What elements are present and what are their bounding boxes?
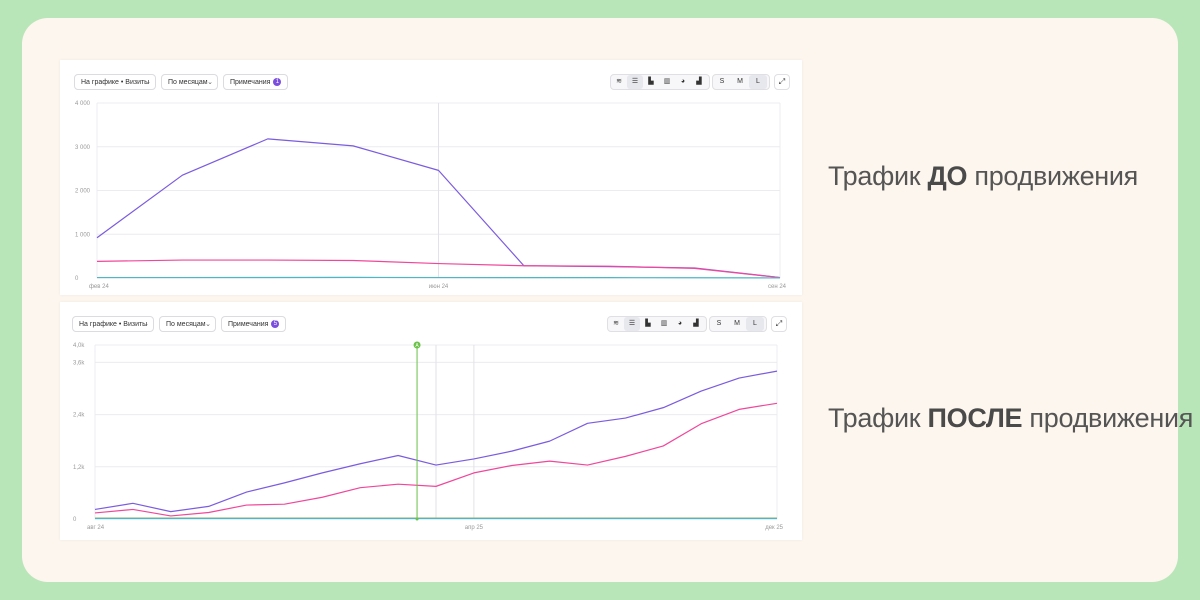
x-tick-label: июн 24 bbox=[429, 284, 449, 290]
size-l-button[interactable]: L bbox=[749, 75, 767, 89]
chart-toolbar: На графике • Визиты ⌄ По месяцам ⌄ Приме… bbox=[60, 302, 802, 342]
caption-after: Трафик ПОСЛЕ продвижения bbox=[828, 403, 1193, 434]
expand-icon[interactable]: ⤢ bbox=[771, 316, 787, 332]
notes-count-badge: 1 bbox=[273, 78, 282, 87]
chart-panel-after: На графике • Визиты ⌄ По месяцам ⌄ Приме… bbox=[60, 302, 802, 540]
y-tick-label: 4 000 bbox=[75, 101, 91, 107]
chart-before: 0 1 000 2 000 3 000 4 000 фев 24 июн 24 сен 24 bbox=[75, 101, 787, 290]
metric-dropdown-label: На графике • Визиты bbox=[79, 321, 148, 328]
notes-button[interactable]: Примечания 1 bbox=[223, 74, 289, 90]
y-tick-label: 0 bbox=[73, 517, 77, 523]
series-line-1 bbox=[94, 402, 778, 517]
metric-dropdown[interactable]: На графике • Визиты ⌄ bbox=[72, 316, 154, 332]
x-tick-label: сен 24 bbox=[768, 284, 787, 290]
x-tick-label: дек 25 bbox=[765, 525, 783, 531]
y-tick-label: 2,4k bbox=[73, 413, 85, 419]
chart-type-group: ≋ ☰ ▙ ▥ ◕ ▟ bbox=[610, 74, 710, 90]
y-tick-label: 1 000 bbox=[75, 232, 91, 238]
size-l-button[interactable]: L bbox=[746, 317, 764, 331]
period-dropdown[interactable]: По месяцам ⌄ bbox=[159, 316, 216, 332]
annotation-marker bbox=[413, 341, 421, 349]
chart-panel-before: На графике • Визиты ⌄ По месяцам ⌄ Приме… bbox=[60, 60, 802, 295]
chevron-down-icon: ⌄ bbox=[143, 321, 149, 328]
bar-chart-icon[interactable]: ▙ bbox=[648, 78, 654, 85]
size-m-button[interactable]: M bbox=[737, 78, 743, 85]
size-group: S M L bbox=[712, 74, 770, 90]
caption-after-prefix: Трафик bbox=[828, 403, 928, 433]
metric-dropdown-label: На графике • Визиты bbox=[81, 79, 150, 86]
caption-before-prefix: Трафик bbox=[828, 161, 928, 191]
chart-after: 0 1,2k 2,4k 3,6k 4,0k авг 24 апр 25 дек 25 A bbox=[73, 341, 784, 531]
expand-icon[interactable]: ⤢ bbox=[774, 74, 790, 90]
period-dropdown[interactable]: По месяцам ⌄ bbox=[161, 74, 218, 90]
notes-button[interactable]: Примечания 5 bbox=[221, 316, 287, 332]
period-dropdown-label: По месяцам bbox=[166, 321, 206, 328]
y-tick-label: 0 bbox=[75, 276, 79, 282]
caption-before-bold: ДО bbox=[927, 161, 968, 191]
pie-chart-icon[interactable]: ◕ bbox=[680, 78, 686, 85]
stacked-area-icon[interactable]: ☰ bbox=[624, 317, 640, 331]
x-tick-label: фев 24 bbox=[89, 284, 109, 290]
column-chart-icon[interactable]: ▟ bbox=[696, 78, 702, 85]
chart-toolbar: На графике • Визиты ⌄ По месяцам ⌄ Приме… bbox=[60, 60, 802, 100]
y-tick-label: 3 000 bbox=[75, 145, 91, 151]
column-chart-icon[interactable]: ▟ bbox=[693, 320, 699, 327]
lines-icon[interactable]: ≋ bbox=[616, 78, 622, 85]
y-tick-label: 1,2k bbox=[73, 465, 85, 471]
x-tick-label: авг 24 bbox=[87, 525, 105, 531]
period-dropdown-label: По месяцам bbox=[168, 79, 208, 86]
caption-before: Трафик ДО продвижения bbox=[828, 161, 1138, 192]
chevron-down-icon: ⌄ bbox=[207, 79, 213, 86]
chevron-down-icon: ⌄ bbox=[145, 79, 151, 86]
annotation-dot bbox=[415, 517, 419, 521]
metric-dropdown[interactable]: На графике • Визиты ⌄ bbox=[74, 74, 156, 90]
y-tick-label: 4,0k bbox=[73, 343, 85, 349]
stacked-bar-icon[interactable]: ▥ bbox=[663, 78, 671, 85]
size-s-button[interactable]: S bbox=[719, 78, 725, 85]
chevron-down-icon: ⌄ bbox=[205, 321, 211, 328]
size-s-button[interactable]: S bbox=[716, 320, 722, 327]
lines-icon[interactable]: ≋ bbox=[613, 320, 619, 327]
bar-chart-icon[interactable]: ▙ bbox=[645, 320, 651, 327]
caption-after-bold: ПОСЛЕ bbox=[927, 403, 1023, 433]
notes-label: Примечания bbox=[228, 321, 269, 328]
y-tick-label: 3,6k bbox=[73, 360, 85, 366]
stacked-area-icon[interactable]: ☰ bbox=[627, 75, 643, 89]
y-tick-label: 2 000 bbox=[75, 189, 91, 195]
stacked-bar-icon[interactable]: ▥ bbox=[660, 320, 668, 327]
notes-count-badge: 5 bbox=[271, 320, 280, 329]
size-m-button[interactable]: M bbox=[734, 320, 740, 327]
series-line-2 bbox=[97, 276, 781, 279]
caption-before-suffix: продвижения bbox=[967, 161, 1139, 191]
x-tick-label: апр 25 bbox=[465, 525, 484, 531]
pie-chart-icon[interactable]: ◕ bbox=[677, 320, 683, 327]
series-line-0 bbox=[94, 370, 778, 513]
chart-type-group: ≋ ☰ ▙ ▥ ◕ ▟ bbox=[607, 316, 707, 332]
notes-label: Примечания bbox=[230, 79, 271, 86]
caption-after-suffix: продвижения bbox=[1022, 403, 1194, 433]
annotation-label: A bbox=[415, 343, 419, 349]
size-group: S M L bbox=[709, 316, 767, 332]
series-line-1 bbox=[96, 259, 781, 279]
